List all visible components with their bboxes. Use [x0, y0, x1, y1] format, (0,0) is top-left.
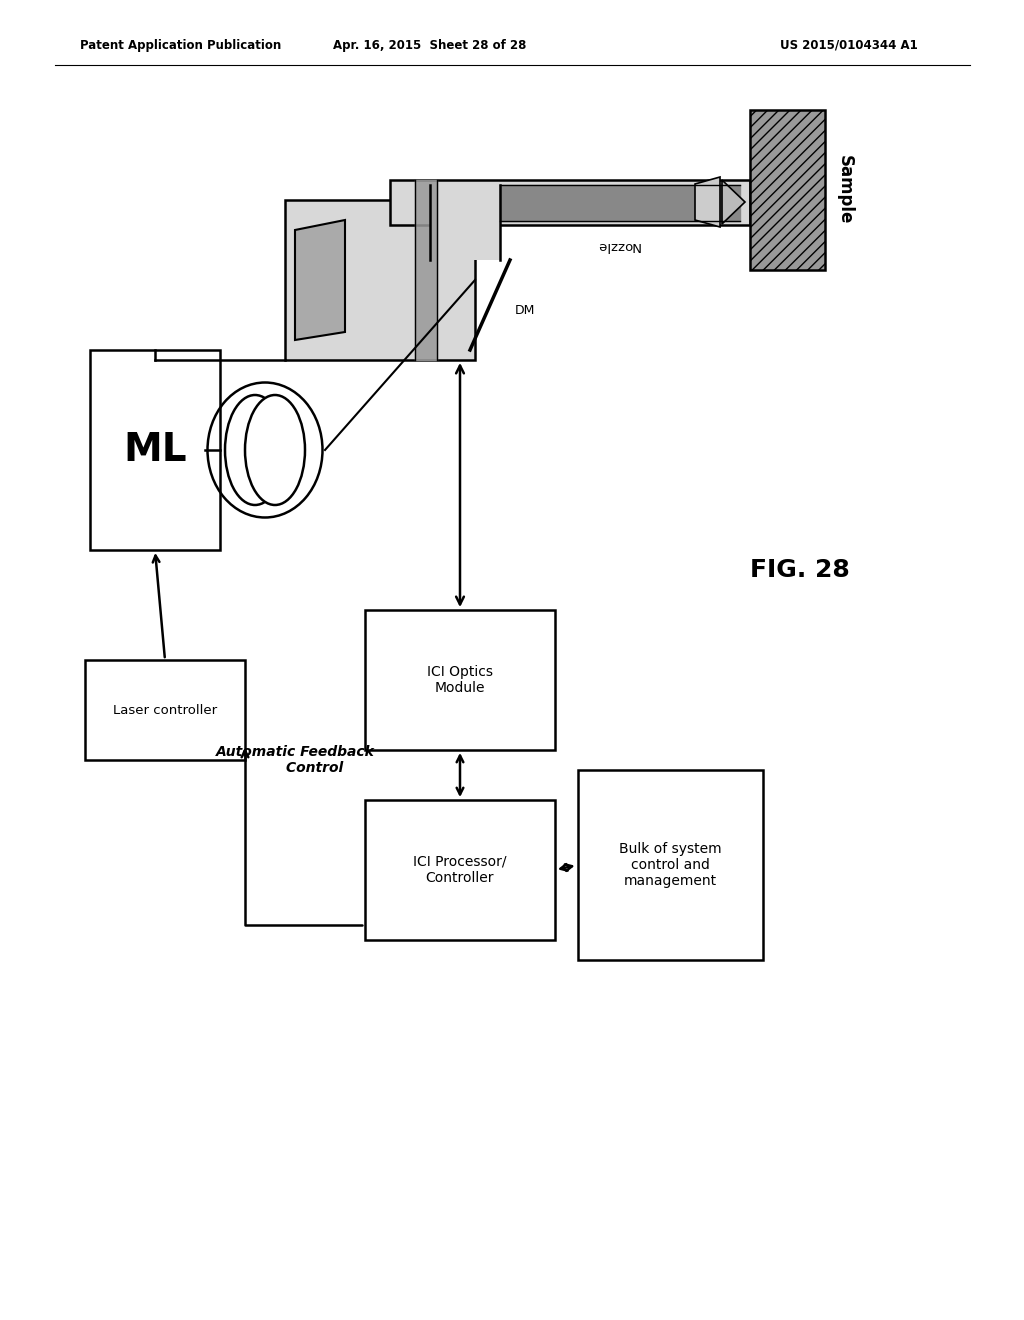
- Polygon shape: [722, 180, 745, 224]
- Text: Sample: Sample: [836, 156, 854, 224]
- Bar: [430, 185, 500, 260]
- Bar: [365, 800, 555, 940]
- Ellipse shape: [225, 395, 285, 506]
- Bar: [85, 660, 245, 760]
- Bar: [285, 201, 475, 360]
- Text: Laser controller: Laser controller: [113, 704, 217, 717]
- Text: ICI Processor/
Controller: ICI Processor/ Controller: [414, 855, 507, 886]
- Polygon shape: [295, 220, 345, 341]
- Ellipse shape: [245, 395, 305, 506]
- Text: Automatic Feedback
        Control: Automatic Feedback Control: [216, 744, 375, 775]
- Text: Bulk of system
control and
management: Bulk of system control and management: [618, 842, 721, 888]
- Polygon shape: [695, 177, 720, 227]
- Bar: [365, 610, 555, 750]
- Text: ML: ML: [123, 432, 186, 469]
- Text: ICI Optics
Module: ICI Optics Module: [427, 665, 493, 696]
- Bar: [390, 180, 750, 224]
- Text: US 2015/0104344 A1: US 2015/0104344 A1: [780, 38, 918, 51]
- Bar: [90, 350, 220, 550]
- Bar: [750, 110, 825, 271]
- Text: Nozzle: Nozzle: [596, 239, 640, 252]
- Text: Patent Application Publication: Patent Application Publication: [80, 38, 282, 51]
- Text: FIG. 28: FIG. 28: [751, 558, 850, 582]
- Text: Apr. 16, 2015  Sheet 28 of 28: Apr. 16, 2015 Sheet 28 of 28: [334, 38, 526, 51]
- Bar: [578, 770, 763, 960]
- Text: DM: DM: [515, 304, 536, 317]
